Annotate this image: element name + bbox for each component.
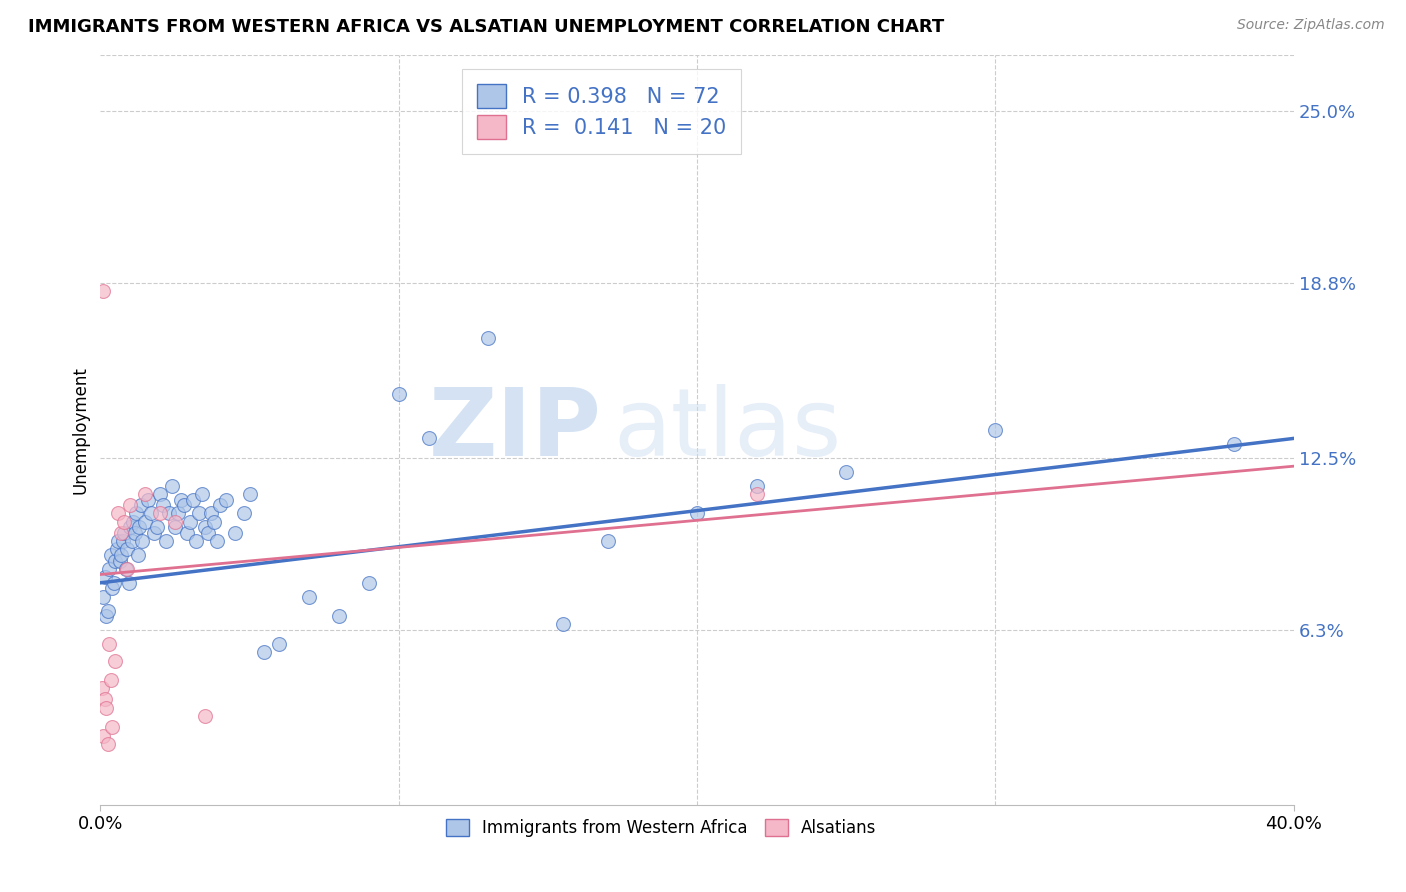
Text: atlas: atlas bbox=[613, 384, 842, 476]
Point bbox=[120, 498, 142, 512]
Point bbox=[112, 515, 135, 529]
Point bbox=[184, 534, 207, 549]
Point bbox=[328, 609, 350, 624]
Point bbox=[136, 492, 159, 507]
Point bbox=[94, 692, 117, 706]
Point bbox=[97, 604, 120, 618]
Point bbox=[170, 492, 193, 507]
Point bbox=[176, 525, 198, 540]
Point bbox=[477, 331, 499, 345]
Point bbox=[104, 553, 127, 567]
Point bbox=[146, 520, 169, 534]
Point bbox=[143, 525, 166, 540]
Point bbox=[91, 284, 114, 298]
Point bbox=[197, 525, 219, 540]
Point bbox=[114, 562, 136, 576]
Point bbox=[111, 534, 134, 549]
Point bbox=[551, 617, 574, 632]
Point bbox=[91, 729, 114, 743]
Point bbox=[103, 575, 125, 590]
Point bbox=[596, 534, 619, 549]
Point bbox=[253, 645, 276, 659]
Point bbox=[105, 542, 128, 557]
Point bbox=[104, 654, 127, 668]
Point bbox=[173, 498, 195, 512]
Point bbox=[167, 507, 190, 521]
Point bbox=[128, 520, 150, 534]
Point bbox=[121, 534, 143, 549]
Point bbox=[191, 487, 214, 501]
Point bbox=[139, 507, 162, 521]
Point bbox=[269, 637, 291, 651]
Point bbox=[205, 534, 228, 549]
Point bbox=[108, 553, 131, 567]
Point bbox=[149, 487, 172, 501]
Point bbox=[101, 720, 124, 734]
Text: ZIP: ZIP bbox=[429, 384, 602, 476]
Point bbox=[160, 478, 183, 492]
Text: IMMIGRANTS FROM WESTERN AFRICA VS ALSATIAN UNEMPLOYMENT CORRELATION CHART: IMMIGRANTS FROM WESTERN AFRICA VS ALSATI… bbox=[28, 18, 945, 36]
Legend: Immigrants from Western Africa, Alsatians: Immigrants from Western Africa, Alsatian… bbox=[437, 811, 884, 846]
Point bbox=[224, 525, 246, 540]
Point bbox=[100, 673, 122, 687]
Point bbox=[200, 507, 222, 521]
Point bbox=[110, 525, 132, 540]
Point bbox=[194, 520, 217, 534]
Point bbox=[90, 681, 112, 696]
Point bbox=[110, 548, 132, 562]
Point bbox=[125, 507, 148, 521]
Text: Source: ZipAtlas.com: Source: ZipAtlas.com bbox=[1237, 18, 1385, 32]
Point bbox=[112, 525, 135, 540]
Point bbox=[107, 534, 129, 549]
Point bbox=[208, 498, 231, 512]
Point bbox=[98, 562, 121, 576]
Point bbox=[152, 498, 174, 512]
Point bbox=[1223, 437, 1246, 451]
Point bbox=[129, 498, 152, 512]
Point bbox=[418, 431, 440, 445]
Point bbox=[96, 701, 118, 715]
Point bbox=[120, 520, 142, 534]
Point bbox=[745, 478, 768, 492]
Point bbox=[127, 548, 149, 562]
Y-axis label: Unemployment: Unemployment bbox=[72, 366, 89, 494]
Point bbox=[232, 507, 254, 521]
Point bbox=[115, 562, 138, 576]
Point bbox=[122, 515, 145, 529]
Point bbox=[202, 515, 225, 529]
Point bbox=[163, 520, 186, 534]
Point bbox=[131, 534, 153, 549]
Point bbox=[118, 575, 141, 590]
Point bbox=[686, 507, 709, 521]
Point bbox=[835, 465, 858, 479]
Point bbox=[187, 507, 209, 521]
Point bbox=[214, 492, 236, 507]
Point bbox=[181, 492, 204, 507]
Point bbox=[157, 507, 180, 521]
Point bbox=[984, 423, 1007, 437]
Point bbox=[115, 542, 138, 557]
Point bbox=[94, 570, 117, 584]
Point bbox=[745, 487, 768, 501]
Point bbox=[124, 525, 146, 540]
Point bbox=[97, 737, 120, 751]
Point bbox=[238, 487, 260, 501]
Point bbox=[298, 590, 321, 604]
Point bbox=[98, 637, 121, 651]
Point bbox=[357, 575, 380, 590]
Point bbox=[179, 515, 201, 529]
Point bbox=[155, 534, 177, 549]
Point bbox=[107, 507, 129, 521]
Point bbox=[91, 590, 114, 604]
Point bbox=[149, 507, 172, 521]
Point bbox=[194, 709, 217, 723]
Point bbox=[101, 582, 124, 596]
Point bbox=[163, 515, 186, 529]
Point bbox=[134, 487, 156, 501]
Point bbox=[100, 548, 122, 562]
Point bbox=[134, 515, 156, 529]
Point bbox=[388, 387, 411, 401]
Point bbox=[96, 609, 118, 624]
